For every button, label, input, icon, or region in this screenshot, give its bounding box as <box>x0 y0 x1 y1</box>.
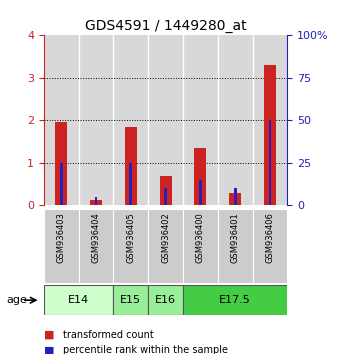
Bar <box>268 120 271 205</box>
Bar <box>183 209 218 283</box>
Text: E15: E15 <box>120 295 141 305</box>
Text: GSM936402: GSM936402 <box>161 212 170 263</box>
Bar <box>234 188 237 205</box>
Bar <box>148 35 183 205</box>
Bar <box>44 209 79 283</box>
Bar <box>183 285 287 315</box>
Bar <box>44 285 114 315</box>
Bar <box>218 209 252 283</box>
Text: GSM936401: GSM936401 <box>231 212 240 263</box>
Bar <box>90 200 102 205</box>
Text: age: age <box>7 295 28 305</box>
Bar <box>199 180 202 205</box>
Bar <box>252 209 287 283</box>
Bar <box>164 188 167 205</box>
Bar <box>229 193 241 205</box>
Text: ■: ■ <box>44 330 54 339</box>
Bar <box>183 35 218 205</box>
Bar <box>252 35 287 205</box>
Bar <box>114 35 148 205</box>
Bar <box>218 35 252 205</box>
Bar <box>148 285 183 315</box>
Bar <box>95 197 97 205</box>
Bar <box>79 35 114 205</box>
Text: GSM936405: GSM936405 <box>126 212 135 263</box>
Text: GSM936403: GSM936403 <box>57 212 66 263</box>
Bar <box>160 176 172 205</box>
Text: ■: ■ <box>44 346 54 354</box>
Text: GSM936406: GSM936406 <box>265 212 274 263</box>
Bar <box>148 209 183 283</box>
Text: GSM936400: GSM936400 <box>196 212 205 263</box>
Text: E14: E14 <box>68 295 89 305</box>
Bar <box>114 285 148 315</box>
Bar <box>44 35 79 205</box>
Bar <box>194 148 207 205</box>
Bar <box>125 127 137 205</box>
Bar <box>55 122 67 205</box>
Bar <box>60 163 63 205</box>
Bar <box>79 209 114 283</box>
Text: GSM936404: GSM936404 <box>92 212 101 263</box>
Bar <box>129 163 132 205</box>
Bar <box>114 209 148 283</box>
Text: percentile rank within the sample: percentile rank within the sample <box>63 346 227 354</box>
Text: E16: E16 <box>155 295 176 305</box>
Text: transformed count: transformed count <box>63 330 153 339</box>
Text: E17.5: E17.5 <box>219 295 251 305</box>
Bar <box>264 65 276 205</box>
Title: GDS4591 / 1449280_at: GDS4591 / 1449280_at <box>85 19 246 33</box>
